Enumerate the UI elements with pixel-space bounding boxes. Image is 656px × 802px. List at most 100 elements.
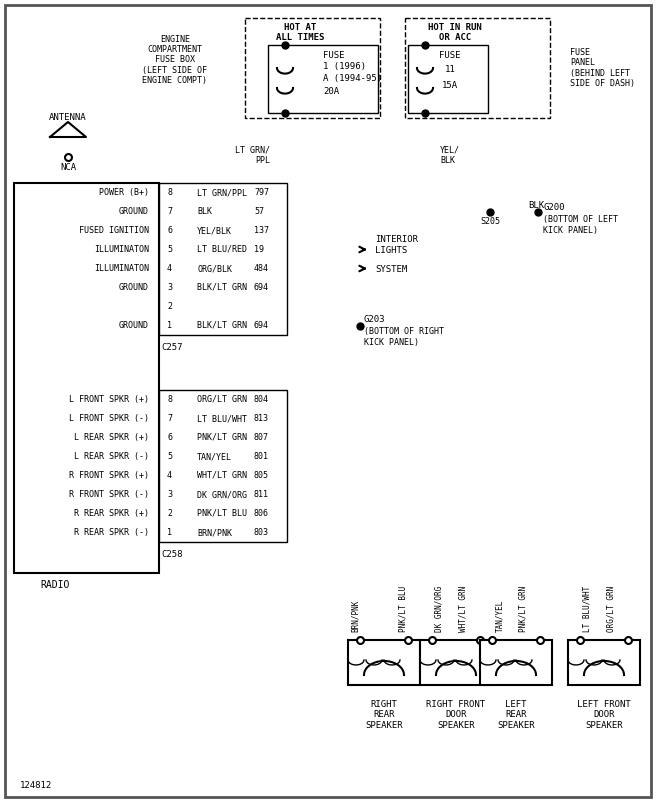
Text: 124812: 124812	[20, 781, 52, 790]
Text: GROUND: GROUND	[119, 321, 149, 330]
Text: G203: G203	[364, 315, 386, 324]
Text: 2: 2	[167, 509, 172, 518]
Text: WHT/LT GRN: WHT/LT GRN	[459, 585, 468, 632]
Text: LEFT
REAR
SPEAKER: LEFT REAR SPEAKER	[497, 700, 535, 730]
Text: (BOTTOM OF LEFT: (BOTTOM OF LEFT	[543, 215, 618, 224]
Text: R REAR SPKR (-): R REAR SPKR (-)	[74, 528, 149, 537]
Text: L REAR SPKR (+): L REAR SPKR (+)	[74, 433, 149, 442]
Text: RIGHT FRONT
DOOR
SPEAKER: RIGHT FRONT DOOR SPEAKER	[426, 700, 485, 730]
Text: 805: 805	[254, 471, 269, 480]
Text: 57: 57	[254, 207, 264, 216]
Bar	[408, 45, 488, 113]
Text: FUSED IGNITION: FUSED IGNITION	[79, 226, 149, 235]
Text: G200: G200	[543, 203, 565, 212]
Text: 6: 6	[167, 226, 172, 235]
Text: DK GRN/ORG: DK GRN/ORG	[435, 585, 444, 632]
Text: ENGINE
COMPARTMENT
FUSE BOX
(LEFT SIDE OF
ENGINE COMPT): ENGINE COMPARTMENT FUSE BOX (LEFT SIDE O…	[142, 34, 207, 85]
Text: 11: 11	[445, 66, 455, 75]
Text: SYSTEM: SYSTEM	[375, 265, 407, 274]
Text: 803: 803	[254, 528, 269, 537]
Text: KICK PANEL): KICK PANEL)	[364, 338, 419, 347]
Text: (BOTTOM OF RIGHT: (BOTTOM OF RIGHT	[364, 327, 444, 336]
Text: BLK: BLK	[197, 207, 212, 216]
Text: POWER (B+): POWER (B+)	[99, 188, 149, 197]
Text: HOT IN RUN: HOT IN RUN	[428, 23, 482, 33]
Text: C257: C257	[161, 343, 182, 352]
Text: PNK/LT GRN: PNK/LT GRN	[519, 585, 528, 632]
Text: ILLUMINATON: ILLUMINATON	[94, 245, 149, 254]
Bar	[268, 45, 378, 113]
Bar	[159, 390, 287, 542]
Text: 20A: 20A	[323, 87, 339, 96]
Text: 5: 5	[167, 245, 172, 254]
Text: LT BLU/WHT: LT BLU/WHT	[583, 585, 592, 632]
Text: FUSE
PANEL
(BEHIND LEFT
SIDE OF DASH): FUSE PANEL (BEHIND LEFT SIDE OF DASH)	[570, 48, 635, 88]
Text: HOT AT: HOT AT	[284, 23, 316, 33]
Text: 811: 811	[254, 490, 269, 499]
Text: 806: 806	[254, 509, 269, 518]
Text: 1: 1	[167, 528, 172, 537]
Text: INTERIOR: INTERIOR	[375, 235, 418, 244]
Bar	[348, 640, 420, 685]
Text: LT BLU/WHT: LT BLU/WHT	[197, 414, 247, 423]
Bar	[159, 183, 287, 335]
Text: FUSE: FUSE	[323, 51, 344, 59]
Text: 807: 807	[254, 433, 269, 442]
Text: 1 (1996): 1 (1996)	[323, 63, 366, 71]
Text: 801: 801	[254, 452, 269, 461]
Text: PNK/LT GRN: PNK/LT GRN	[197, 433, 247, 442]
Text: GROUND: GROUND	[119, 283, 149, 292]
Text: ALL TIMES: ALL TIMES	[276, 34, 324, 43]
Text: 694: 694	[254, 321, 269, 330]
Text: R REAR SPKR (+): R REAR SPKR (+)	[74, 509, 149, 518]
Text: 15A: 15A	[442, 80, 458, 90]
Text: 694: 694	[254, 283, 269, 292]
Bar	[245, 18, 380, 118]
Text: OR ACC: OR ACC	[439, 34, 471, 43]
Text: LEFT FRONT
DOOR
SPEAKER: LEFT FRONT DOOR SPEAKER	[577, 700, 631, 730]
Bar	[480, 640, 552, 685]
Text: 8: 8	[167, 395, 172, 404]
Text: 5: 5	[167, 452, 172, 461]
Text: ORG/BLK: ORG/BLK	[197, 264, 232, 273]
Text: PNK/LT BLU: PNK/LT BLU	[197, 509, 247, 518]
Text: 484: 484	[254, 264, 269, 273]
Text: 4: 4	[167, 471, 172, 480]
Text: YEL/
BLK: YEL/ BLK	[440, 145, 460, 164]
Text: ORG/LT GRN: ORG/LT GRN	[197, 395, 247, 404]
Text: BRN/PNK: BRN/PNK	[351, 600, 360, 632]
Text: C258: C258	[161, 550, 182, 559]
Text: 804: 804	[254, 395, 269, 404]
Text: DK GRN/ORG: DK GRN/ORG	[197, 490, 247, 499]
Text: NCA: NCA	[60, 164, 76, 172]
Text: FUSE: FUSE	[440, 51, 461, 59]
Text: 1: 1	[167, 321, 172, 330]
Text: ILLUMINATON: ILLUMINATON	[94, 264, 149, 273]
Text: A (1994-95): A (1994-95)	[323, 75, 382, 83]
Text: ORG/LT GRN: ORG/LT GRN	[607, 585, 616, 632]
Text: RADIO: RADIO	[40, 580, 70, 590]
Text: ANTENNA: ANTENNA	[49, 112, 87, 121]
Text: 7: 7	[167, 414, 172, 423]
Text: 4: 4	[167, 264, 172, 273]
Bar	[420, 640, 492, 685]
Bar	[405, 18, 550, 118]
Text: LT GRN/PPL: LT GRN/PPL	[197, 188, 247, 197]
Text: LT BLU/RED: LT BLU/RED	[197, 245, 247, 254]
Text: BLK/LT GRN: BLK/LT GRN	[197, 321, 247, 330]
Text: PNK/LT BLU: PNK/LT BLU	[399, 585, 408, 632]
Text: KICK PANEL): KICK PANEL)	[543, 226, 598, 235]
Text: WHT/LT GRN: WHT/LT GRN	[197, 471, 247, 480]
Text: 7: 7	[167, 207, 172, 216]
Bar	[568, 640, 640, 685]
Text: 8: 8	[167, 188, 172, 197]
Text: 797: 797	[254, 188, 269, 197]
Text: 6: 6	[167, 433, 172, 442]
Text: TAN/YEL: TAN/YEL	[197, 452, 232, 461]
Text: BLK: BLK	[528, 201, 544, 210]
Text: 3: 3	[167, 490, 172, 499]
Text: 813: 813	[254, 414, 269, 423]
Text: 19: 19	[254, 245, 264, 254]
Text: S205: S205	[480, 217, 500, 226]
Bar	[14, 183, 159, 573]
